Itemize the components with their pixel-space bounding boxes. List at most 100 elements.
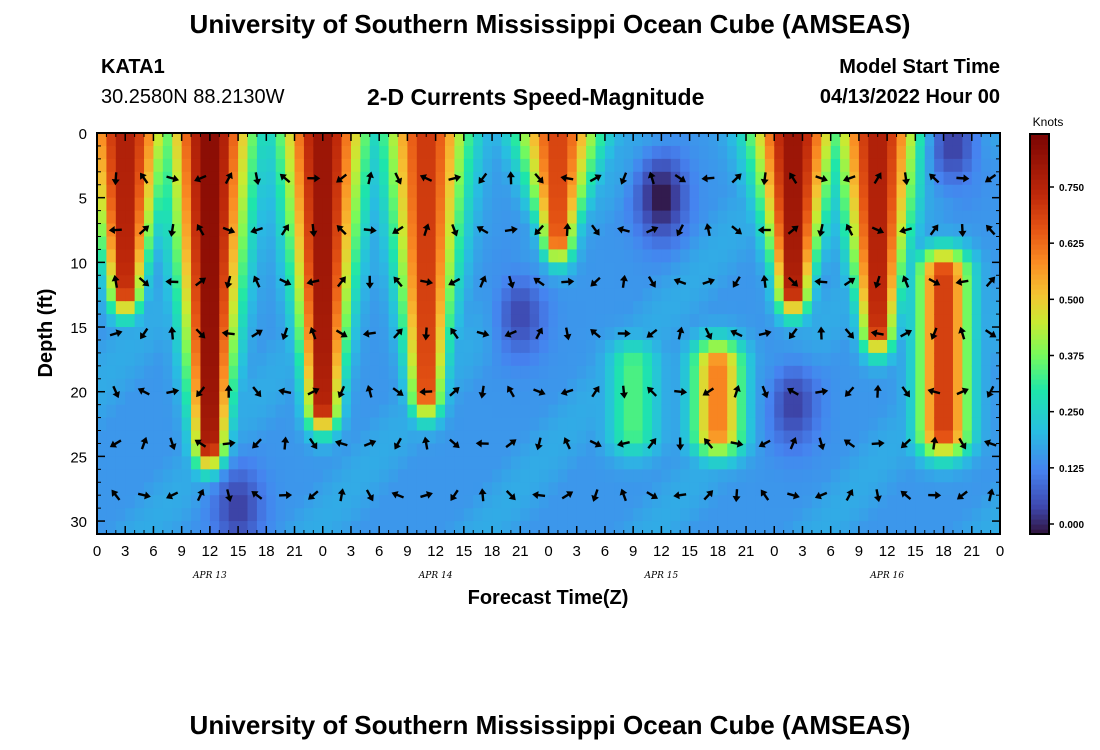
heatmap-cell [219, 288, 230, 302]
heatmap-cell [238, 301, 249, 315]
heatmap-cell [172, 391, 183, 406]
heatmap-cell [407, 223, 418, 238]
heatmap-cell [388, 288, 399, 302]
heatmap-cell [539, 236, 550, 251]
heatmap-cell [482, 417, 493, 432]
heatmap-cell [115, 443, 126, 457]
heatmap-cell [106, 339, 117, 354]
heatmap-cell [755, 404, 766, 419]
current-vector-arrow [927, 387, 941, 396]
heatmap-cell [746, 197, 757, 212]
heatmap-cell [247, 417, 258, 432]
heatmap-cell [736, 145, 747, 160]
heatmap-cell [830, 378, 841, 393]
heatmap-cell [868, 184, 879, 199]
heatmap-cell [971, 133, 982, 147]
heatmap-cell [454, 469, 465, 483]
heatmap-cell [746, 495, 757, 509]
colorbar-swatch [1030, 459, 1049, 465]
colorbar-swatch [1030, 159, 1049, 165]
current-vector-arrow [280, 224, 289, 236]
heatmap-cell [473, 378, 484, 393]
heatmap-cell [699, 249, 710, 263]
heatmap-cell [586, 184, 597, 199]
heatmap-cell [661, 430, 672, 445]
heatmap-cell [604, 262, 615, 276]
heatmap-cell [322, 508, 333, 522]
current-vector-arrow [647, 386, 658, 397]
heatmap-cell [802, 482, 813, 496]
heatmap-cell [849, 521, 860, 535]
heatmap-cell [492, 145, 503, 160]
heatmap-cell [576, 236, 587, 251]
heatmap-cell [717, 365, 728, 380]
heatmap-cell [868, 521, 879, 535]
heatmap-cell [388, 145, 399, 160]
heatmap-cell [303, 133, 314, 147]
current-vector-arrow [590, 329, 601, 339]
heatmap-cell [774, 275, 785, 289]
heatmap-cell [680, 327, 691, 341]
heatmap-cell [849, 275, 860, 289]
heatmap-cell [463, 249, 474, 263]
heatmap-cell [990, 145, 1001, 160]
heatmap-cell [520, 158, 531, 173]
heatmap-cell [576, 249, 587, 263]
heatmap-cell [398, 469, 409, 483]
heatmap-cell [924, 339, 935, 354]
heatmap-cell [746, 365, 757, 380]
heatmap-cell [943, 158, 954, 173]
heatmap-cell [313, 210, 324, 225]
heatmap-cell [191, 288, 202, 302]
heatmap-cell [529, 197, 540, 212]
heatmap-cell [313, 145, 324, 160]
heatmap-cell [981, 521, 992, 535]
heatmap-cell [435, 145, 446, 160]
heatmap-cell [849, 508, 860, 522]
heatmap-cell [407, 145, 418, 160]
heatmap-cell [97, 456, 108, 470]
heatmap-cell [858, 223, 869, 238]
heatmap-cell [492, 171, 503, 186]
heatmap-cell [793, 365, 804, 380]
heatmap-cell [971, 327, 982, 341]
heatmap-cell [642, 430, 653, 445]
heatmap-cell [623, 495, 634, 509]
current-vector-arrow [902, 172, 911, 186]
heatmap-cell [275, 223, 286, 238]
heatmap-cell [670, 223, 681, 238]
heatmap-cell [482, 301, 493, 315]
heatmap-cell [341, 430, 352, 445]
heatmap-cell [952, 417, 963, 432]
heatmap-cell [971, 210, 982, 225]
heatmap-cell [736, 456, 747, 470]
heatmap-cell [811, 391, 822, 406]
heatmap-cell [934, 184, 945, 199]
heatmap-cell [651, 223, 662, 238]
heatmap-cell [661, 339, 672, 354]
heatmap-cell [125, 197, 136, 212]
heatmap-cell [510, 469, 521, 483]
heatmap-cell [746, 456, 757, 470]
heatmap-cell [303, 314, 314, 328]
heatmap-cell [887, 301, 898, 315]
heatmap-cell [256, 508, 267, 522]
current-vector-arrow [250, 226, 263, 235]
heatmap-cell [454, 404, 465, 419]
current-vector-arrow [365, 384, 374, 398]
heatmap-cell [125, 456, 136, 470]
heatmap-cell [445, 508, 456, 522]
heatmap-cell [670, 158, 681, 173]
heatmap-cell [548, 314, 559, 328]
heatmap-cell [322, 352, 333, 367]
heatmap-cell [661, 456, 672, 470]
heatmap-cell [520, 236, 531, 251]
heatmap-cell [614, 495, 625, 509]
heatmap-cell [228, 262, 239, 276]
heatmap-cell [247, 352, 258, 367]
heatmap-cell [717, 262, 728, 276]
heatmap-cell [445, 262, 456, 276]
heatmap-cell [755, 521, 766, 535]
heatmap-cell [200, 262, 211, 276]
heatmap-cell [887, 352, 898, 367]
